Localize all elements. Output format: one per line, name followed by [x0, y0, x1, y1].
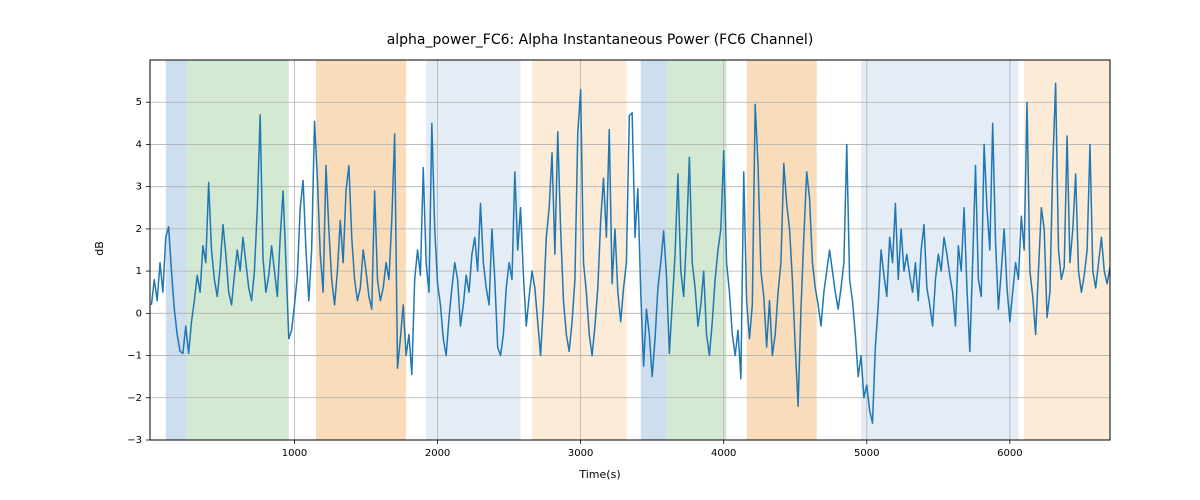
x-tick-label: 3000 [568, 448, 593, 459]
y-tick-label: 1 [136, 266, 142, 277]
x-tick-label: 5000 [854, 448, 879, 459]
y-tick-label: 5 [136, 97, 142, 108]
region-band-8 [861, 60, 1018, 440]
x-tick-label: 2000 [425, 448, 450, 459]
x-tick-label: 4000 [711, 448, 736, 459]
region-band-0 [166, 60, 187, 440]
region-band-9 [1024, 60, 1110, 440]
chart-container: alpha_power_FC6: Alpha Instantaneous Pow… [0, 0, 1200, 500]
y-tick-label: 0 [136, 308, 142, 319]
y-tick-label: 4 [136, 139, 142, 150]
plot-svg: 1000 2000 3000 4000 5000 6000 −3 −2 −1 0 1 2 3 4 5 [0, 0, 1200, 500]
y-tick-label: −2 [127, 393, 142, 404]
y-tick-label: −1 [127, 351, 142, 362]
y-tick-label: 3 [136, 182, 142, 193]
x-tick-label: 6000 [997, 448, 1022, 459]
y-tick-label: −3 [127, 435, 142, 446]
x-tick-label: 1000 [282, 448, 307, 459]
y-tick-label: 2 [136, 224, 142, 235]
